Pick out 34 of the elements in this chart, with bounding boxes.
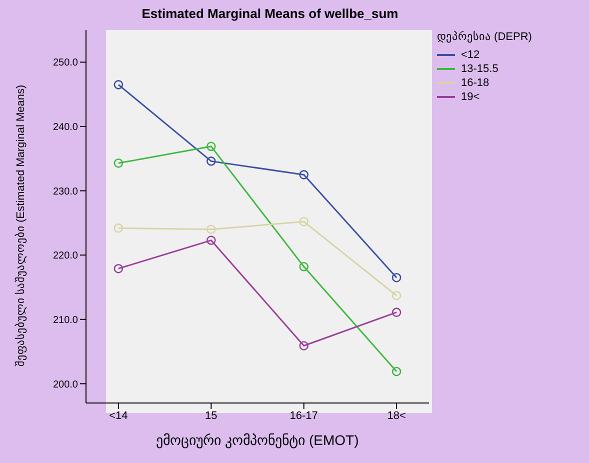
x-axis-title: ემოციური კომპონენტი (EMOT): [156, 432, 359, 449]
x-tick-label: <14: [109, 410, 128, 422]
point: [392, 272, 402, 282]
x-tick-label: 15: [205, 410, 218, 422]
chart-title: Estimated Marginal Means of wellbe_sum: [140, 6, 400, 21]
point: [206, 224, 216, 234]
point: [299, 262, 308, 272]
y-tick-label: 200.0: [52, 379, 78, 390]
point: [114, 158, 124, 168]
x-tick-label: 16-17: [290, 410, 318, 422]
point: [299, 216, 308, 226]
point: [206, 142, 216, 152]
point: [392, 308, 402, 317]
y-tick-label: 210.0: [52, 314, 78, 326]
y-tick-label: 220.0: [52, 250, 78, 262]
x-tick-label: 18<: [387, 410, 406, 422]
y-tick-label: 250.0: [52, 58, 78, 69]
legend-title: დეპრესია (DEPR): [437, 30, 533, 43]
point: [206, 156, 216, 166]
point: [392, 366, 402, 376]
legend-label: 16-18: [461, 77, 490, 89]
y-tick-label: 240.0: [52, 122, 78, 134]
legend-label: <12: [461, 49, 480, 61]
point: [114, 80, 124, 90]
point: [392, 290, 402, 300]
point: [114, 264, 124, 274]
point: [299, 170, 308, 180]
legend-label: 19<: [461, 91, 480, 103]
point: [299, 341, 308, 350]
y-tick-label: 230.0: [52, 186, 78, 198]
legend-label: 13-15.5: [461, 63, 498, 75]
point: [206, 236, 216, 245]
point: [114, 223, 124, 233]
y-axis-title: შეფასებული საშუალოები (Estimated Marginal Means): [14, 84, 27, 366]
